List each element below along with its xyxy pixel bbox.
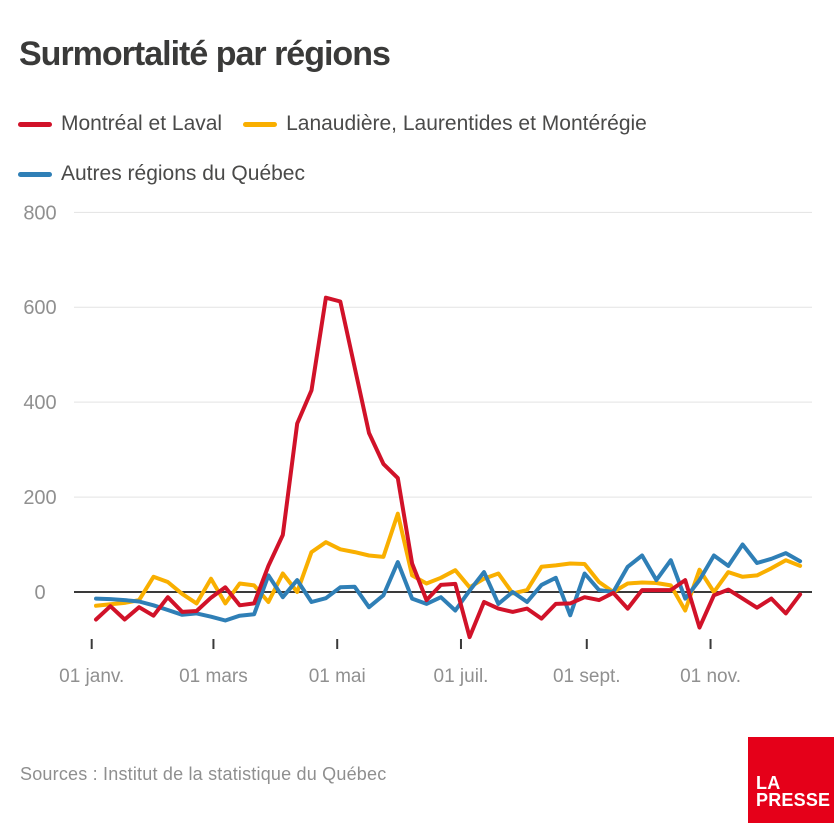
x-tick-label: 01 sept. <box>553 666 621 687</box>
legend-label-montreal-laval: Montréal et Laval <box>61 112 223 135</box>
x-tick-label: 01 mai <box>309 666 366 687</box>
legend-swatch-red <box>18 121 52 127</box>
x-tick-label: 01 mars <box>179 666 248 687</box>
legend-row-2: Autres régions du Québec <box>18 162 305 186</box>
legend-label-lanaudiere-laurentides-monteregie: Lanaudière, Laurentides et Montérégie <box>286 112 647 135</box>
x-tick-label: 01 janv. <box>59 666 124 687</box>
series-line-0 <box>94 295 803 640</box>
y-tick-label: 400 <box>23 392 56 414</box>
legend-row-1: Montréal et Laval Lanaudière, Laurentide… <box>18 112 647 136</box>
excess-mortality-line-chart: 0 200 400 600 800 01 janv. 01 mars 01 mai 01 jui… <box>23 202 812 687</box>
legend-label-autres-regions: Autres régions du Québec <box>61 162 305 185</box>
legend-item-montreal-laval: Montréal et Laval <box>18 112 222 136</box>
y-tick-label: 600 <box>23 297 56 319</box>
la-presse-logo: LA PRESSE <box>748 737 834 823</box>
legend-item-autres-regions: Autres régions du Québec <box>18 162 305 186</box>
series-line-1 <box>94 511 803 613</box>
logo-line-2: PRESSE <box>756 790 831 810</box>
logo-line-1: LA <box>756 773 781 793</box>
y-tick-label: 200 <box>23 487 56 509</box>
y-tick-label: 0 <box>34 582 45 604</box>
legend-swatch-blue <box>18 171 52 177</box>
legend-swatch-yellow <box>243 121 278 127</box>
page-title: Surmortalité par régions <box>19 35 391 73</box>
source-note: Sources : Institut de la statistique du … <box>20 764 387 784</box>
x-tick-label: 01 juil. <box>434 666 489 687</box>
series-line-2 <box>94 542 803 623</box>
y-tick-label: 800 <box>23 202 56 224</box>
x-tick-label: 01 nov. <box>680 666 741 687</box>
legend-item-lanaudiere-laurentides-monteregie: Lanaudière, Laurentides et Montérégie <box>243 112 647 136</box>
